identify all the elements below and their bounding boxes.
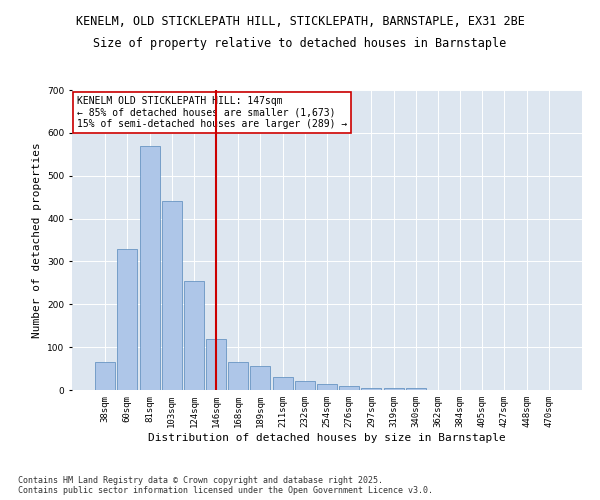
- Text: KENELM, OLD STICKLEPATH HILL, STICKLEPATH, BARNSTAPLE, EX31 2BE: KENELM, OLD STICKLEPATH HILL, STICKLEPAT…: [76, 15, 524, 28]
- Bar: [228, 362, 248, 390]
- Y-axis label: Number of detached properties: Number of detached properties: [32, 142, 41, 338]
- Bar: [250, 366, 271, 390]
- Bar: [140, 146, 160, 390]
- Bar: [272, 377, 293, 390]
- Text: KENELM OLD STICKLEPATH HILL: 147sqm
← 85% of detached houses are smaller (1,673): KENELM OLD STICKLEPATH HILL: 147sqm ← 85…: [77, 96, 347, 129]
- Bar: [295, 382, 315, 390]
- Bar: [383, 388, 404, 390]
- Bar: [118, 248, 137, 390]
- Text: Contains HM Land Registry data © Crown copyright and database right 2025.
Contai: Contains HM Land Registry data © Crown c…: [18, 476, 433, 495]
- Bar: [339, 386, 359, 390]
- Bar: [406, 388, 426, 390]
- Bar: [317, 384, 337, 390]
- Bar: [361, 388, 382, 390]
- Text: Size of property relative to detached houses in Barnstaple: Size of property relative to detached ho…: [94, 38, 506, 51]
- Bar: [184, 280, 204, 390]
- Bar: [206, 338, 226, 390]
- Bar: [162, 202, 182, 390]
- Bar: [95, 362, 115, 390]
- X-axis label: Distribution of detached houses by size in Barnstaple: Distribution of detached houses by size …: [148, 432, 506, 442]
